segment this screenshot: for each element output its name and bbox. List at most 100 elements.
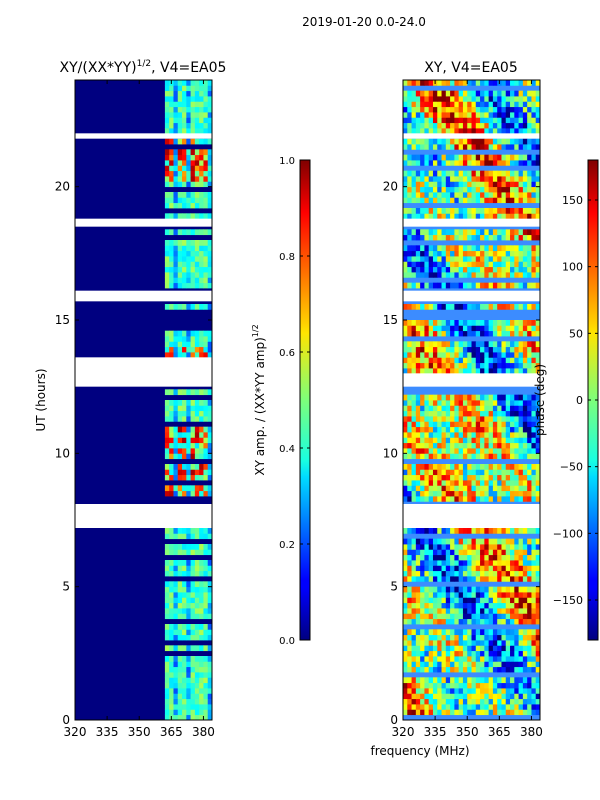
heatmap-cell	[203, 240, 209, 246]
heatmap-cell	[527, 181, 532, 188]
heatmap-cell	[531, 432, 537, 438]
heatmap-cell	[186, 122, 191, 129]
heatmap-cell	[522, 490, 528, 497]
heatmap-cell	[432, 170, 438, 177]
heatmap-cell	[437, 565, 442, 572]
heatmap-cell	[492, 320, 498, 326]
heatmap-cell	[454, 469, 460, 476]
heatmap-cell	[411, 442, 417, 449]
heatmap-cell	[514, 629, 519, 636]
heatmap-cell	[467, 346, 472, 353]
heatmap-cell	[467, 197, 472, 204]
heatmap-cell	[514, 325, 519, 332]
heatmap-cell	[458, 469, 464, 476]
amplitude-panel: XY/(XX*YY)1/2, V4=EA05 320 335 350 365 38005…	[34, 59, 226, 739]
heatmap-cell	[484, 549, 490, 556]
heatmap-cell	[462, 261, 468, 268]
heatmap-cell	[203, 586, 209, 593]
heatmap-cell	[173, 410, 179, 417]
heatmap-cell	[169, 672, 174, 678]
heatmap-cell	[441, 346, 447, 353]
heatmap-cell	[441, 176, 447, 182]
figure-suptitle: 2019-01-20 0.0-24.0	[302, 15, 426, 29]
heatmap-cell	[497, 661, 502, 668]
heatmap-cell	[411, 469, 417, 476]
heatmap-cell	[467, 544, 472, 550]
heatmap-cell	[522, 138, 528, 145]
heatmap-cell	[199, 581, 204, 588]
heatmap-cell	[501, 421, 507, 428]
heatmap-cell	[441, 528, 447, 534]
heatmap-cell	[462, 394, 468, 401]
heatmap-cell	[484, 266, 490, 273]
heatmap-cell	[173, 122, 179, 129]
heatmap-cell	[420, 421, 425, 428]
heatmap-cell	[527, 666, 532, 673]
heatmap-cell	[467, 586, 472, 593]
heatmap-cell	[177, 197, 183, 204]
heatmap-cell	[424, 709, 430, 716]
heatmap-cell	[514, 80, 519, 86]
heatmap-cell	[190, 181, 196, 188]
heatmap-cell	[450, 96, 455, 102]
heatmap-cell	[420, 688, 425, 694]
heatmap-cell	[458, 272, 464, 278]
heatmap-cell	[194, 170, 200, 177]
heatmap-cell	[164, 240, 170, 246]
heatmap-cell	[467, 320, 472, 326]
heatmap-cell	[450, 208, 455, 214]
heatmap-cell	[424, 176, 430, 182]
heatmap-cell	[458, 693, 464, 700]
heatmap-cell	[522, 341, 528, 348]
heatmap-cell	[501, 645, 507, 652]
heatmap-cell	[471, 650, 477, 657]
heatmap-cell	[484, 106, 490, 113]
heatmap-cell	[182, 709, 187, 716]
heatmap-cell	[194, 410, 200, 417]
heatmap-cell	[207, 442, 212, 449]
y-tick-label: 5	[62, 580, 70, 594]
heatmap-cell	[492, 245, 498, 252]
colorbar-tick-label: 0.4	[279, 444, 295, 455]
heatmap-cell	[518, 208, 524, 214]
heatmap-cell	[173, 442, 179, 449]
heatmap-cell	[467, 250, 472, 257]
heatmap-cell	[182, 677, 187, 684]
heatmap-cell	[194, 165, 200, 172]
heatmap-cell	[411, 634, 417, 641]
heatmap-cell	[445, 565, 451, 572]
heatmap-cell	[437, 213, 442, 220]
heatmap-cell	[169, 256, 174, 262]
heatmap-cell	[207, 202, 212, 209]
heatmap-cell	[415, 421, 421, 428]
heatmap-cell	[199, 277, 204, 284]
heatmap-cell	[510, 410, 515, 417]
heatmap-cell	[203, 245, 209, 252]
heatmap-cell	[194, 405, 200, 412]
heatmap-cell	[514, 693, 519, 700]
heatmap-cell	[462, 618, 468, 625]
heatmap-cell	[505, 282, 511, 289]
heatmap-cell	[497, 106, 502, 113]
heatmap-cell	[194, 714, 200, 720]
heatmap-cell	[445, 698, 451, 705]
heatmap-cell	[173, 448, 179, 454]
heatmap-cell	[415, 474, 421, 481]
y-tick-label: 20	[55, 180, 70, 194]
heatmap-cell	[411, 400, 417, 406]
heatmap-cell	[454, 608, 460, 614]
heatmap-cell	[194, 602, 200, 609]
heatmap-cell	[407, 90, 412, 97]
heatmap-cell	[480, 117, 485, 124]
heatmap-cell	[407, 698, 412, 705]
heatmap-cell	[199, 677, 204, 684]
heatmap-cell	[467, 613, 472, 620]
heatmap-cell	[437, 608, 442, 614]
heatmap-cell	[428, 282, 434, 289]
heatmap-cell	[505, 565, 511, 572]
heatmap-cell	[484, 538, 490, 545]
heatmap-cell	[182, 442, 187, 449]
heatmap-cell	[484, 234, 490, 241]
heatmap-cell	[424, 272, 430, 278]
heatmap-cell	[450, 186, 455, 193]
